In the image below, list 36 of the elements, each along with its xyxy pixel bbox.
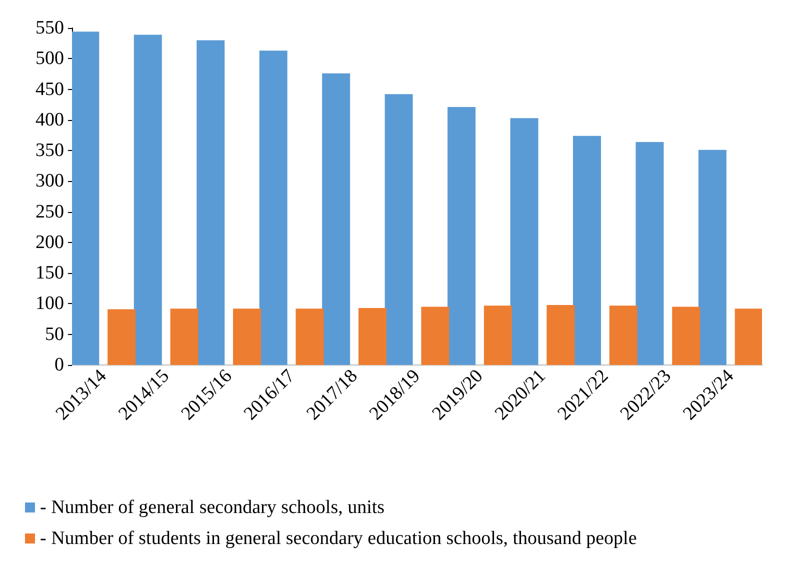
bar <box>510 118 538 365</box>
y-tick-label: 550 <box>36 18 64 38</box>
y-tick-label: 450 <box>36 78 64 100</box>
bar <box>72 32 100 365</box>
bar <box>322 73 350 365</box>
bar <box>546 304 575 365</box>
bar <box>636 142 664 365</box>
bar <box>609 306 638 365</box>
bar <box>108 309 136 365</box>
legend-label: - Number of students in general secondary education schools, thousand people <box>40 528 637 549</box>
y-tick-label: 0 <box>54 354 64 376</box>
bar <box>384 94 413 365</box>
y-tick-label: 200 <box>36 232 64 253</box>
y-tick-label: 300 <box>36 170 64 192</box>
bar <box>421 306 450 365</box>
y-tick-label: 500 <box>36 48 64 70</box>
bar <box>734 308 762 365</box>
y-tick-label: 150 <box>36 262 64 284</box>
bar <box>484 306 512 365</box>
bar <box>259 50 288 365</box>
y-tick-label: 400 <box>36 109 64 130</box>
bar <box>170 308 198 365</box>
bar <box>448 107 476 365</box>
bar <box>698 150 726 365</box>
bar <box>134 34 162 365</box>
legend-label: - Number of general secondary schools, units <box>40 497 385 518</box>
bar <box>296 308 324 365</box>
y-tick-label: 250 <box>36 201 64 222</box>
bar <box>672 306 700 365</box>
y-tick-label: 350 <box>36 140 64 162</box>
bar <box>572 136 601 365</box>
y-tick-label: 100 <box>36 293 64 314</box>
bar <box>233 308 262 365</box>
bar <box>196 40 225 365</box>
y-tick-label: 50 <box>45 324 64 345</box>
bar <box>358 308 386 365</box>
